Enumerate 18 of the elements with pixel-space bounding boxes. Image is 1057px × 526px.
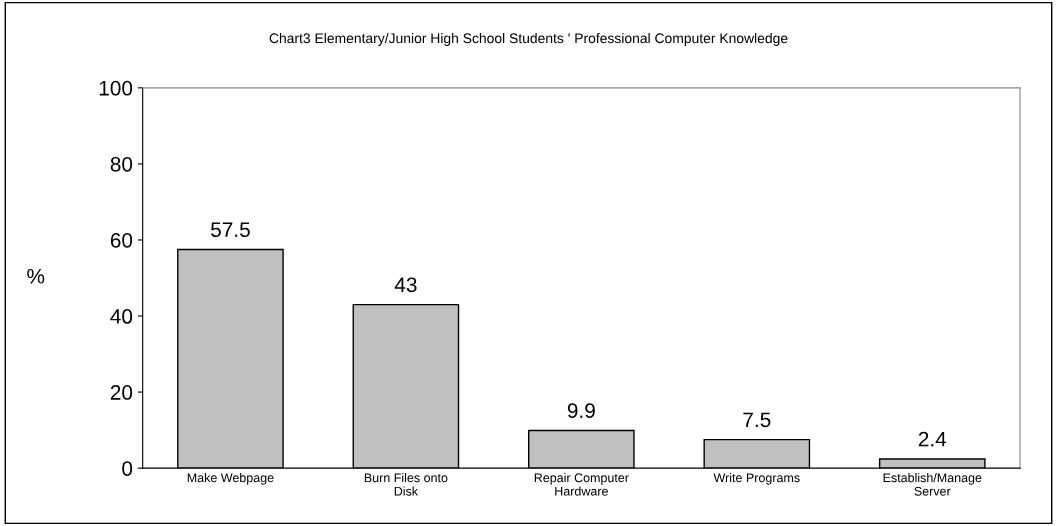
chart-title: Chart3 Elementary/Junior High School Students ' Professional Computer Knowledge [269, 32, 788, 46]
x-tick-label: Write Programs [713, 473, 800, 485]
x-tick-label: Burn Files onto Disk [364, 473, 448, 496]
y-tick-label: 0 [122, 461, 133, 476]
x-tick-label: Establish/Manage Server [883, 473, 982, 496]
x-tick-label: Make Webpage [187, 473, 274, 485]
y-tick-label: 20 [110, 385, 133, 400]
data-label: 7.5 [743, 412, 771, 428]
data-label: 43 [394, 277, 417, 293]
data-label: 57.5 [210, 222, 250, 238]
y-tick-label: 80 [110, 156, 133, 172]
y-tick-label: 60 [110, 232, 133, 248]
y-tick-label: 100 [99, 80, 133, 96]
x-tick-label: Repair Computer Hardware [534, 473, 629, 496]
data-label: 2.4 [918, 431, 947, 447]
data-label: 9.9 [567, 403, 595, 419]
y-tick-label: 40 [110, 309, 133, 324]
y-axis-title: % [27, 268, 45, 284]
